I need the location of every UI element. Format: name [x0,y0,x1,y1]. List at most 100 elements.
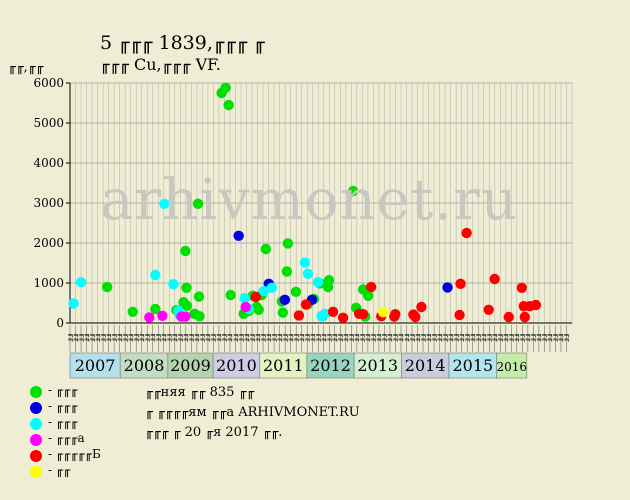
month-label: ╓╓ [388,333,396,342]
year-band [401,352,450,379]
month-label: ╓╓ [393,333,401,342]
data-point [503,311,514,323]
month-label: ╓╓ [73,333,81,342]
month-label: ╓╓ [184,333,192,342]
month-label: ╓╓ [498,333,506,342]
data-point [362,290,374,301]
month-label: ╓╓ [310,333,318,342]
month-label: ╓╓ [399,333,407,342]
data-point [181,282,192,293]
year-label: 2015 [452,356,493,375]
month-label: ╓╓ [145,333,153,342]
month-label: ╓╓ [338,333,346,342]
chart-subtitle: ╓╓╓ Cu,╓╓╓ VF. [100,55,221,74]
year-label: 2008 [124,356,165,375]
month-label: ╓╓ [162,333,170,342]
yellow-dot-icon [30,466,42,478]
green-dot-icon [30,386,42,398]
data-point [180,245,191,257]
year-band [119,352,169,379]
data-point [180,311,191,322]
data-point [489,273,500,285]
data-point [277,307,289,318]
data-point [127,306,138,317]
month-label: ╓╓ [272,333,280,342]
data-point [233,230,244,241]
year-label: 2014 [405,356,446,375]
month-label: ╓╓ [128,333,136,342]
month-label: ╓╓ [377,333,385,342]
year-label: 2012 [310,356,351,375]
data-point [300,299,312,310]
month-label: ╓╓ [211,333,219,342]
legend-label: - ╓╓╓ [48,399,78,413]
legend-label: - ╓╓╓╓╓Б [48,447,101,461]
month-label: ╓╓ [68,333,76,342]
month-label: ╓╓ [366,333,374,342]
month-label: ╓╓ [559,333,567,342]
month-label: ╓╓ [283,333,291,342]
chart-title: 5 ╓╓╓ 1839,╓╓╓ ╓ [100,32,265,54]
month-label: ╓╓ [542,333,550,342]
month-label: ╓╓ [117,333,125,342]
data-point [519,311,531,323]
month-label: ╓╓ [481,333,489,342]
month-label: ╓╓ [167,333,175,342]
data-point [337,312,349,323]
month-label: ╓╓ [526,333,534,342]
month-label: ╓╓ [95,333,103,342]
data-point [253,304,264,315]
month-label: ╓╓ [123,333,131,342]
month-label: ╓╓ [459,333,467,342]
month-label: ╓╓ [206,333,214,342]
month-label: ╓╓ [333,333,341,342]
y-tick-label: 5000 [33,116,64,130]
month-label: ╓╓ [244,333,252,342]
data-point [157,310,168,321]
data-point [530,299,542,311]
y-axis-label: ╓╓,╓╓ [8,60,44,75]
month-label: ╓╓ [195,333,203,342]
month-label: ╓╓ [410,333,418,342]
data-point [455,278,466,289]
data-point [347,185,359,197]
month-label: ╓╓ [344,333,352,342]
year-label: 2013 [357,356,398,375]
data-point [75,277,87,288]
month-label: ╓╓ [299,333,307,342]
month-label: ╓╓ [426,333,434,342]
data-point [168,279,179,290]
month-label: ╓╓ [487,333,495,342]
month-label: ╓╓ [349,333,357,342]
data-point [68,298,79,309]
month-label: ╓╓ [261,333,269,342]
cyan-dot-icon [30,418,42,430]
year-band [212,352,261,379]
month-label: ╓╓ [448,333,456,342]
data-point [454,309,465,321]
year-label: 2016 [496,360,527,374]
data-point [150,269,161,281]
month-label: ╓╓ [106,333,114,342]
year-band [259,352,308,379]
month-label: ╓╓ [90,333,98,342]
month-label: ╓╓ [112,333,120,342]
year-band [448,352,498,379]
month-label: ╓╓ [470,333,478,342]
blue-dot-icon [30,402,42,414]
data-point [483,304,494,315]
data-point [416,301,427,313]
month-label: ╓╓ [173,333,181,342]
month-label: ╓╓ [250,333,258,342]
y-tick-label: 1000 [33,276,64,290]
data-point [282,238,294,249]
month-label: ╓╓ [415,333,423,342]
month-label: ╓╓ [255,333,263,342]
month-label: ╓╓ [200,333,208,342]
data-point [101,281,113,293]
data-point [279,294,291,305]
data-point [323,275,335,286]
data-point [240,301,251,313]
data-point [293,310,305,321]
year-band [306,352,355,379]
